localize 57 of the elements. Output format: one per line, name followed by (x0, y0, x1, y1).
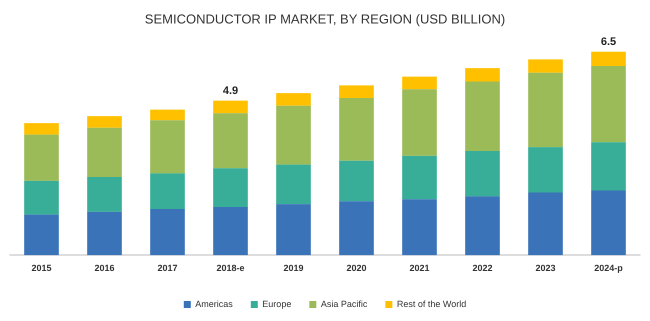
bar (402, 199, 437, 256)
bar (87, 128, 122, 178)
x-tick-label: 2024-p (594, 263, 624, 274)
x-tick-label: 2017 (157, 263, 178, 274)
bar (276, 164, 311, 204)
bar (24, 214, 59, 256)
legend-label: Rest of the World (396, 298, 466, 309)
bar (24, 180, 59, 215)
x-tick-label: 2022 (472, 263, 493, 274)
annotation: 6.5 (600, 36, 616, 48)
bar (465, 196, 500, 256)
bar (213, 206, 248, 256)
bar (150, 208, 185, 256)
bar (402, 89, 437, 156)
bar (213, 100, 248, 114)
bar (276, 106, 311, 165)
bar (591, 190, 626, 256)
bar (528, 59, 563, 73)
bar (87, 116, 122, 128)
bar (213, 168, 248, 207)
bar (339, 85, 374, 98)
legend-label: Americas (195, 298, 234, 309)
bar (339, 201, 374, 256)
x-tick-label: 2021 (409, 263, 430, 274)
annotation: 4.9 (222, 85, 238, 98)
bar (528, 72, 563, 148)
bar (402, 76, 437, 90)
bar (276, 93, 311, 106)
x-tick-label: 2015 (31, 263, 52, 274)
legend-label: Europe (262, 298, 292, 309)
bar (465, 68, 500, 82)
bar (150, 173, 185, 209)
bar (465, 150, 500, 196)
bar (528, 192, 563, 256)
bar (591, 142, 626, 190)
bar (87, 212, 122, 256)
bar (591, 66, 626, 142)
bar (213, 113, 248, 168)
bar (150, 110, 185, 120)
chart-title: SEMICONDUCTOR IP MARKET, BY REGION (USD BILLION) (144, 11, 506, 26)
bar (150, 120, 185, 174)
bar (24, 123, 59, 135)
bar (276, 204, 311, 256)
x-tick-label: 2016 (94, 263, 115, 274)
bar (465, 82, 500, 151)
x-tick-label: 2019 (283, 263, 304, 274)
bar (402, 156, 437, 200)
x-tick-label: 2020 (346, 263, 367, 274)
bar (24, 134, 59, 181)
legend-label: Asia Pacific (320, 298, 368, 309)
bar (528, 147, 563, 192)
x-tick-label: 2023 (535, 263, 556, 274)
bar (339, 160, 374, 202)
bar (339, 98, 374, 161)
bar (591, 52, 626, 66)
x-tick-label: 2018-e (216, 263, 245, 274)
bar (87, 177, 122, 212)
